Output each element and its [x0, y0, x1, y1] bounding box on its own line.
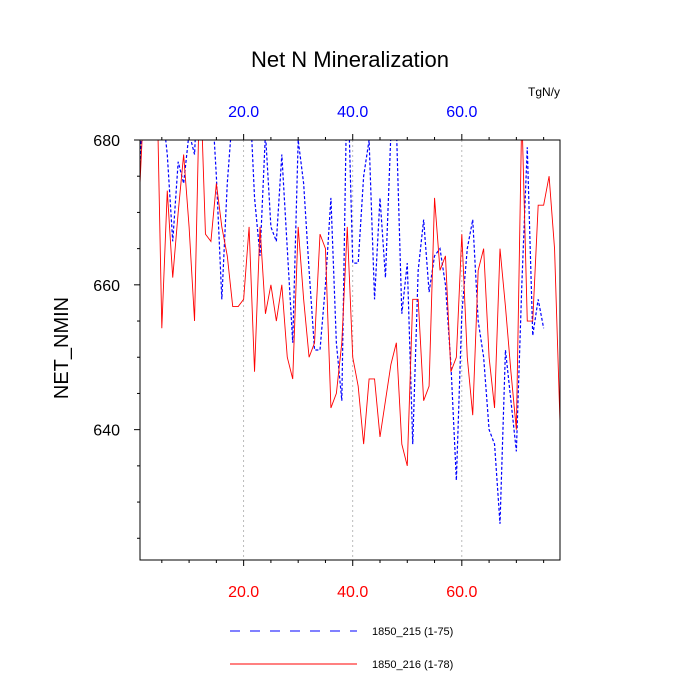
- series-lines: [140, 140, 560, 524]
- y-tick-label: 680: [93, 133, 120, 150]
- legend-label-2: 1850_216 (1-78): [372, 659, 453, 671]
- legend: 1850_215 (1-75) 1850_216 (1-78): [230, 626, 453, 671]
- x-tick-label-bottom: 40.0: [337, 584, 368, 601]
- series-line-2: [140, 140, 560, 466]
- y-tick-label: 640: [93, 423, 120, 440]
- tick-labels: 20.0 20.0 40.0 40.0 60.0 60.0 640 660 680: [93, 104, 477, 601]
- x-tick-label-bottom: 60.0: [446, 584, 477, 601]
- y-tick-label: 660: [93, 278, 120, 295]
- chart-title: Net N Mineralization: [251, 47, 449, 72]
- x-tick-label-top: 20.0: [228, 104, 259, 121]
- y-axis-label: NET_NMIN: [51, 297, 73, 399]
- x-tick-label-bottom: 20.0: [228, 584, 259, 601]
- x-tick-label-top: 40.0: [337, 104, 368, 121]
- series-line-1: [140, 140, 545, 524]
- units-label: TgN/y: [528, 85, 560, 99]
- axis-ticks: [134, 134, 545, 566]
- x-tick-label-top: 60.0: [446, 104, 477, 121]
- plot-frame: [139, 139, 561, 561]
- legend-label-1: 1850_215 (1-75): [372, 626, 453, 638]
